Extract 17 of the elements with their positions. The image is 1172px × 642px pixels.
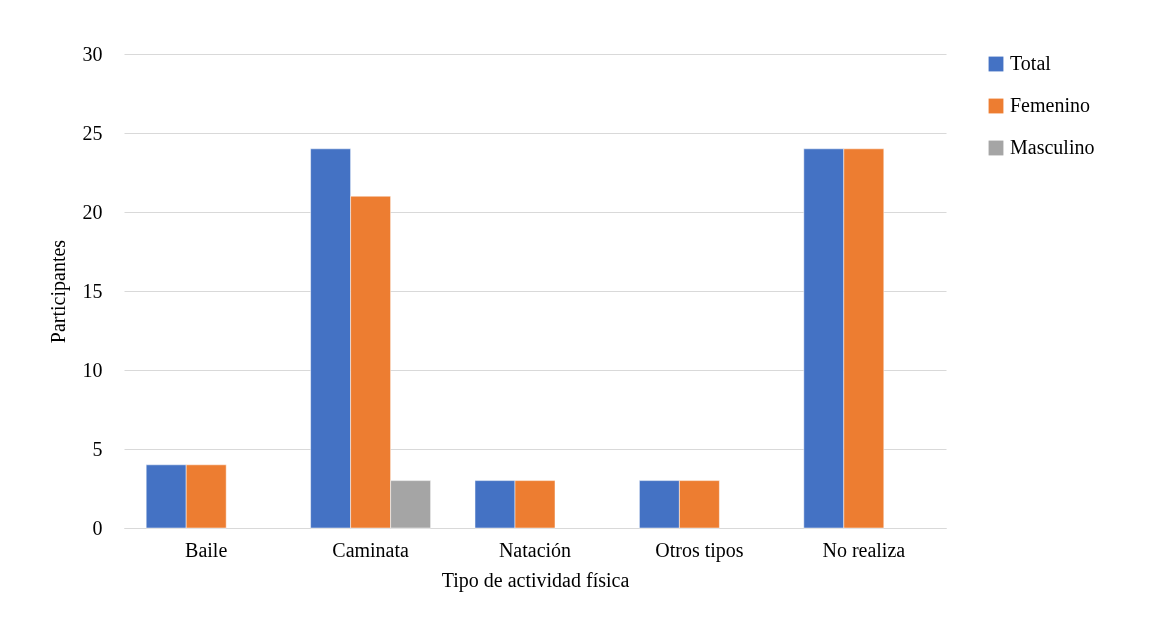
y-tick-label: 0 xyxy=(92,516,103,539)
y-tick-label: 10 xyxy=(82,358,103,381)
y-axis-title: Participantes xyxy=(46,239,70,344)
x-tick-label: Baile xyxy=(185,538,228,561)
y-tick-label: 20 xyxy=(82,200,103,223)
x-tick-label: Caminata xyxy=(332,538,410,561)
x-axis-title: Tipo de actividad física xyxy=(441,568,630,592)
x-tick-label: No realiza xyxy=(822,538,906,561)
y-tick-label: 15 xyxy=(82,279,103,302)
y-tick-label: 30 xyxy=(82,42,103,65)
legend-label: Masculino xyxy=(1010,136,1095,158)
y-tick-label: 5 xyxy=(92,437,103,460)
x-tick-label: Otros tipos xyxy=(655,538,744,562)
legend-label: Femenino xyxy=(1010,94,1090,116)
x-tick-label: Natación xyxy=(498,538,572,561)
legend-label: Total xyxy=(1010,52,1052,74)
y-tick-label: 25 xyxy=(82,121,103,144)
